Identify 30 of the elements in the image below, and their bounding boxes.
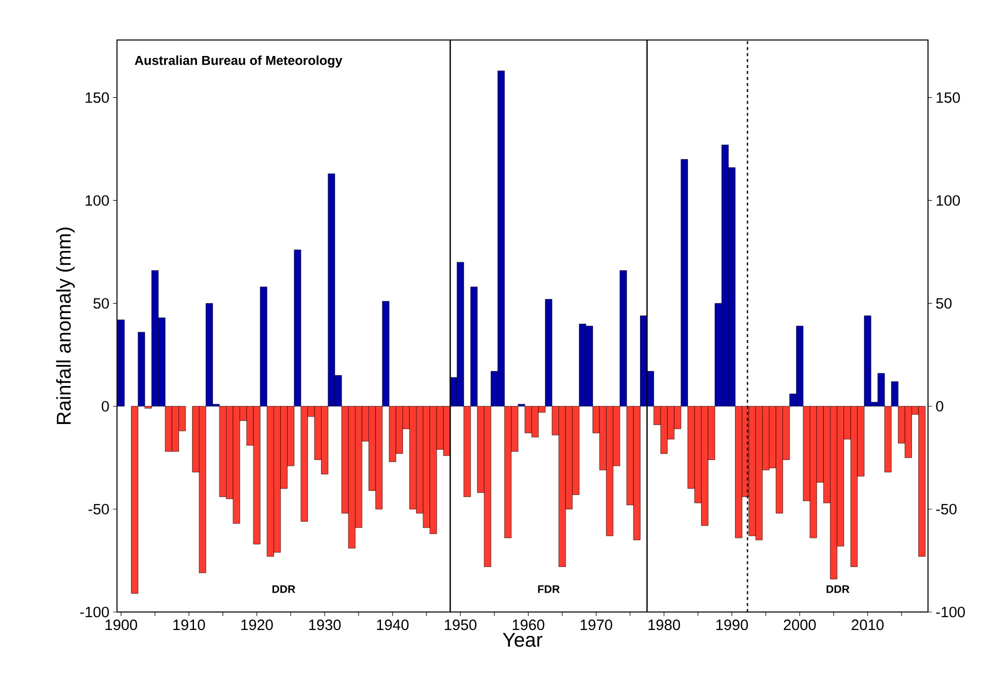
y2-tick-label: -100: [936, 606, 965, 618]
y-axis-title: Rainfall anomaly (mm): [56, 228, 75, 424]
y2-tick-label: -50: [936, 504, 957, 514]
annotation: FDR: [538, 585, 560, 593]
x-tick-label: 1980: [648, 620, 680, 630]
x-tick-label: 1990: [716, 620, 748, 630]
x-tick-label: 1950: [444, 620, 476, 630]
y-tick-label: 50: [93, 298, 109, 309]
x-tick-label: 2010: [852, 620, 884, 630]
x-tick-label: 1910: [173, 620, 205, 630]
x-tick-label: 1920: [241, 620, 273, 630]
x-tick-label: 1900: [106, 620, 138, 630]
annotation: DDR: [272, 585, 296, 593]
annotation: Australian Bureau of Meteorology: [134, 55, 342, 68]
x-tick-label: 2000: [784, 620, 816, 630]
x-tick-label: 1970: [580, 620, 612, 630]
x-tick-label: 1930: [309, 620, 341, 630]
y2-tick-label: 100: [936, 195, 960, 206]
y-tick-label: 150: [86, 92, 109, 103]
x-tick-label: 1960: [512, 620, 544, 630]
annotation: DDR: [826, 585, 850, 593]
y-tick-label: 100: [86, 195, 109, 206]
y-tick-label: -100: [80, 606, 109, 618]
y2-tick-label: 0: [936, 400, 944, 412]
y2-tick-label: 50: [936, 298, 952, 309]
x-tick-label: 1940: [377, 620, 409, 630]
y2-tick-label: 150: [936, 92, 960, 103]
x-axis-title: Year: [502, 632, 542, 647]
y-tick-label: 0: [102, 400, 109, 412]
y-tick-label: -50: [88, 504, 109, 514]
